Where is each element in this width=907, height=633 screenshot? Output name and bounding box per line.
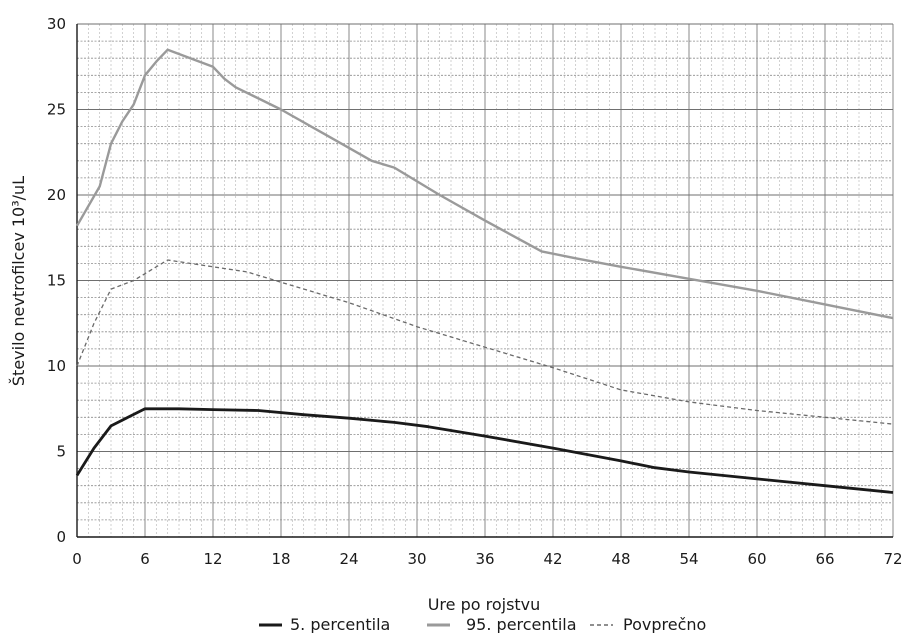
x-tick-label: 72 <box>883 550 902 568</box>
y-axis-ticks: 0 5 10 15 20 25 30 <box>47 15 66 546</box>
axes <box>76 24 893 538</box>
legend-label-1: 5. percentila <box>290 615 390 633</box>
x-axis-ticks: 0 6 12 18 24 30 36 42 48 54 60 66 72 <box>72 550 902 568</box>
legend-label-3: Povprečno <box>623 615 706 633</box>
y-tick-label: 30 <box>47 15 66 33</box>
x-axis-label: Ure po rojstvu <box>428 595 541 614</box>
series-line-3 <box>76 259 894 425</box>
x-tick-label: 42 <box>543 550 562 568</box>
x-tick-label: 0 <box>72 550 82 568</box>
x-tick-label: 6 <box>140 550 150 568</box>
y-tick-label: 15 <box>47 272 66 290</box>
x-tick-label: 36 <box>475 550 494 568</box>
y-axis-label: Število nevtrofilcev 10³/uL <box>9 176 28 386</box>
series-line-2 <box>75 48 894 320</box>
x-tick-label: 12 <box>203 550 222 568</box>
y-tick-label: 0 <box>56 528 66 546</box>
y-tick-label: 5 <box>56 443 66 461</box>
series-line-1 <box>75 407 894 494</box>
y-tick-label: 20 <box>47 186 66 204</box>
series-lines <box>75 48 894 494</box>
x-tick-label: 18 <box>271 550 290 568</box>
y-tick-label: 10 <box>47 357 66 375</box>
x-tick-label: 54 <box>679 550 698 568</box>
legend-label-2: 95. percentila <box>466 615 577 633</box>
x-tick-label: 66 <box>815 550 834 568</box>
grid <box>76 23 894 538</box>
x-tick-label: 24 <box>339 550 358 568</box>
x-tick-label: 30 <box>407 550 426 568</box>
y-tick-label: 25 <box>47 101 66 119</box>
x-tick-label: 48 <box>611 550 630 568</box>
legend: 5. percentila 95. percentila Povprečno <box>259 615 706 633</box>
x-tick-label: 60 <box>747 550 766 568</box>
